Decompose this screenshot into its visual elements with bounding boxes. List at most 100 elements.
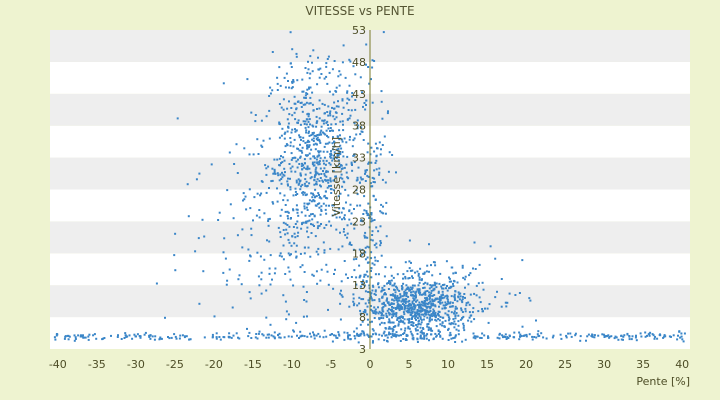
data-point: [387, 282, 390, 284]
data-point: [317, 247, 320, 250]
data-point: [364, 231, 367, 234]
data-point: [223, 237, 226, 240]
data-point: [269, 86, 272, 89]
data-point: [313, 333, 315, 336]
data-point: [338, 84, 341, 87]
data-point: [409, 307, 412, 309]
data-point: [283, 336, 286, 339]
data-point: [303, 246, 306, 249]
data-point: [435, 282, 438, 285]
data-point: [282, 244, 285, 247]
data-point: [670, 335, 672, 338]
data-point: [452, 322, 455, 325]
data-point: [286, 183, 289, 186]
data-point: [496, 336, 499, 339]
data-point: [348, 305, 351, 308]
data-point: [432, 261, 435, 264]
data-point: [305, 101, 308, 104]
data-point: [313, 214, 316, 217]
data-point: [350, 222, 353, 225]
data-point: [328, 185, 331, 188]
data-point: [644, 331, 647, 334]
data-point: [331, 106, 333, 109]
data-point: [425, 310, 428, 313]
data-point: [320, 268, 323, 271]
data-point: [435, 319, 438, 322]
data-point: [262, 139, 265, 142]
data-point: [307, 120, 310, 123]
data-point: [373, 181, 376, 184]
data-point: [680, 335, 683, 338]
data-point: [354, 73, 357, 76]
data-point: [567, 332, 570, 335]
data-point: [211, 333, 214, 336]
data-point: [603, 336, 606, 338]
data-point: [453, 295, 456, 298]
data-point: [422, 313, 425, 316]
data-point: [439, 323, 442, 326]
data-point: [565, 336, 568, 339]
data-point: [472, 332, 475, 335]
data-point: [302, 193, 305, 196]
data-point: [434, 282, 437, 285]
data-point: [326, 270, 329, 273]
data-point: [285, 318, 288, 321]
data-point: [309, 96, 312, 99]
data-point: [417, 274, 420, 277]
data-point: [416, 288, 419, 291]
data-point: [284, 273, 287, 275]
data-point: [351, 95, 353, 98]
data-point: [319, 279, 322, 282]
data-point: [273, 170, 276, 173]
data-point: [74, 338, 77, 340]
data-point: [388, 326, 391, 329]
data-point: [407, 308, 410, 311]
data-point: [479, 336, 482, 339]
data-point: [382, 332, 385, 335]
data-point: [353, 227, 356, 230]
data-point: [296, 147, 299, 150]
data-point: [396, 307, 399, 310]
data-point: [329, 155, 332, 158]
data-point: [265, 115, 268, 118]
data-point: [321, 102, 324, 105]
data-point: [301, 78, 304, 81]
data-point: [292, 329, 295, 332]
data-point: [278, 336, 281, 339]
data-point: [293, 330, 295, 333]
data-point: [409, 269, 412, 272]
data-point: [304, 67, 307, 69]
data-point: [498, 337, 501, 340]
data-point: [390, 294, 392, 297]
data-point: [273, 168, 276, 171]
data-point: [364, 169, 367, 172]
data-point: [301, 151, 304, 154]
data-point: [343, 331, 346, 334]
data-point: [412, 303, 415, 306]
data-point: [371, 66, 374, 69]
data-point: [469, 314, 472, 317]
data-point: [371, 289, 374, 292]
data-point: [348, 98, 351, 101]
data-point: [322, 122, 325, 125]
data-point: [341, 61, 344, 64]
data-point: [283, 137, 286, 140]
data-point: [317, 150, 320, 153]
data-point: [318, 335, 321, 338]
data-point: [426, 323, 429, 326]
data-point: [597, 334, 600, 337]
data-point: [328, 71, 331, 74]
data-point: [342, 155, 345, 158]
data-point: [360, 298, 363, 301]
data-point: [371, 176, 374, 179]
data-point: [370, 251, 373, 254]
data-point: [312, 109, 315, 112]
data-point: [372, 285, 375, 288]
data-point: [384, 266, 387, 269]
data-point: [310, 223, 312, 226]
data-point: [396, 295, 399, 298]
data-point: [380, 314, 383, 317]
data-point: [331, 148, 334, 151]
data-point: [365, 280, 368, 283]
data-point: [305, 131, 308, 134]
